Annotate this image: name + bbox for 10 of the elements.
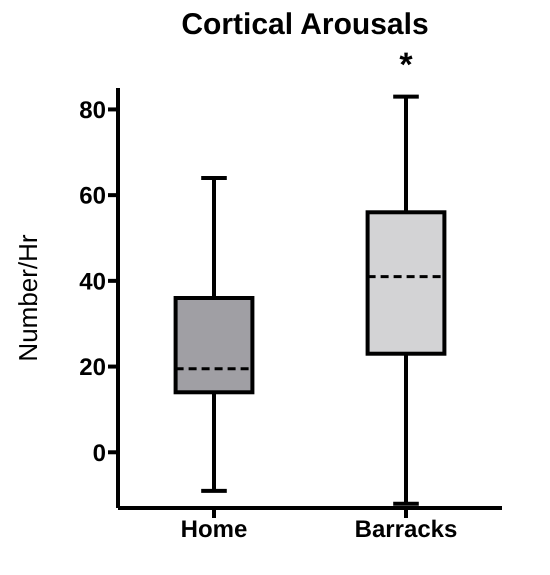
y-tick-label: 20 (79, 354, 106, 382)
y-tick-label: 60 (79, 182, 106, 210)
x-tick-label: Barracks (354, 516, 458, 544)
y-tick-label: 40 (79, 268, 106, 296)
y-tick-label: 0 (92, 440, 106, 467)
y-axis-title: Number/Hr (13, 234, 44, 362)
y-tick-label: 80 (79, 96, 106, 124)
chart-title: Cortical Arousals (181, 8, 429, 41)
text: * (398, 46, 414, 84)
x-tick-label: Home (180, 516, 248, 544)
